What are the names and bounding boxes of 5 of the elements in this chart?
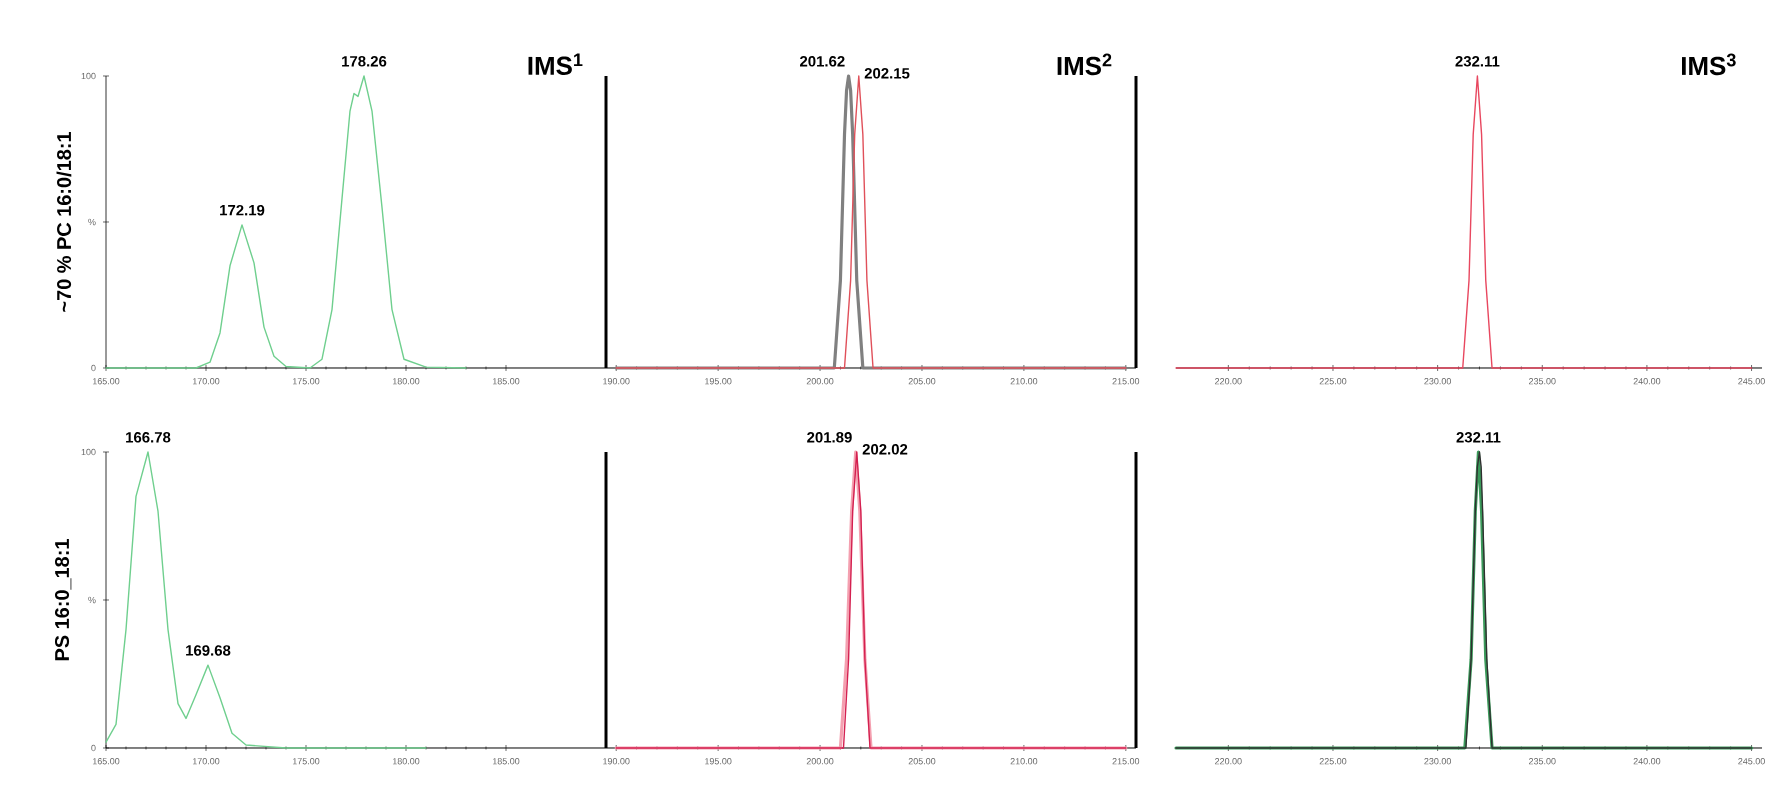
chart-title: IMS$^{2}$ xyxy=(1057,53,1112,76)
chart-title: IMS$^{3}$ xyxy=(1681,53,1736,76)
y-axis-title: ~70 % PC 16:0/18:1 xyxy=(56,132,72,312)
chart-title: IMS$^{1}$ xyxy=(528,53,583,75)
y-axis-title: PS 16:0_18:1 xyxy=(54,539,72,661)
